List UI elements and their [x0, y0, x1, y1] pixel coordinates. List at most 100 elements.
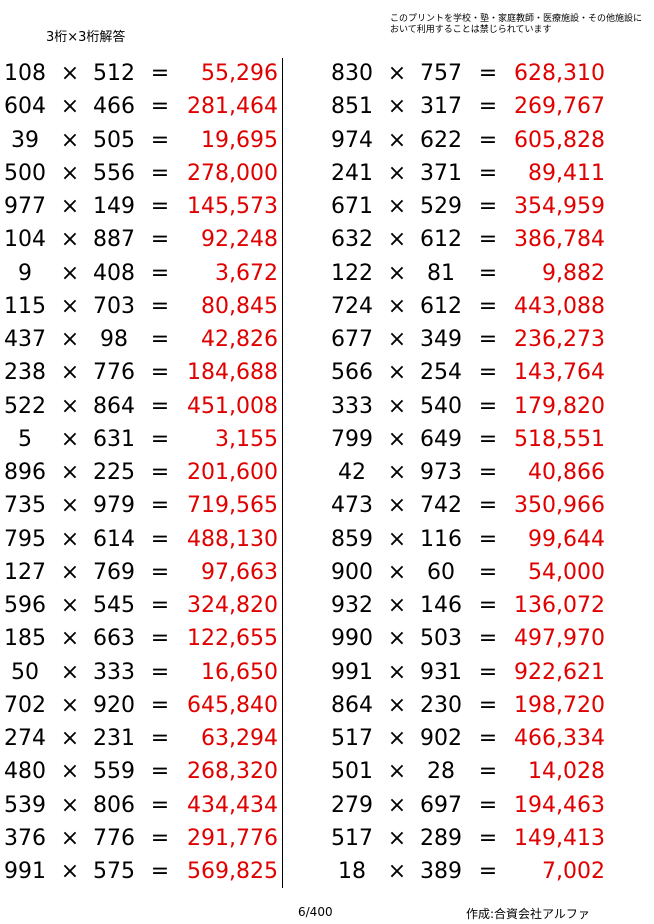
operand-b: 931: [420, 659, 462, 685]
operand-a: 39: [11, 127, 39, 153]
problem-row: 376 × 776 = 291,776: [0, 824, 654, 854]
operand-b: 466: [93, 94, 135, 120]
answer: 63,294: [201, 726, 278, 751]
operand-a: 122: [331, 260, 373, 286]
equals-sign: =: [150, 593, 170, 618]
times-sign: ×: [60, 127, 80, 153]
equals-sign: =: [478, 94, 498, 120]
operand-a: 517: [331, 825, 373, 851]
operand-a: 632: [331, 227, 373, 253]
equals-sign: =: [478, 792, 498, 818]
operand-b: 349: [420, 327, 462, 352]
equals-sign: =: [150, 792, 170, 818]
operand-b: 703: [93, 293, 135, 319]
times-sign: ×: [387, 160, 407, 186]
equals-sign: =: [478, 194, 498, 219]
operand-b: 389: [420, 859, 462, 884]
equals-sign: =: [150, 493, 170, 519]
answer: 143,764: [514, 360, 605, 386]
operand-a: 596: [4, 593, 46, 618]
problem-row: 990 × 503 = 497,970: [0, 624, 654, 654]
operand-b: 663: [93, 626, 135, 652]
operand-b: 769: [93, 559, 135, 585]
times-sign: ×: [60, 426, 80, 452]
operand-a: 480: [4, 759, 46, 785]
times-sign: ×: [387, 94, 407, 120]
operand-a: 702: [4, 692, 46, 718]
times-sign: ×: [60, 293, 80, 319]
times-sign: ×: [60, 94, 80, 120]
times-sign: ×: [60, 659, 80, 685]
problem-row: 437 × 98 = 42,826: [0, 325, 654, 355]
operand-b: 757: [420, 61, 462, 86]
problem-row: 539 × 806 = 434,434: [0, 791, 654, 821]
problem-row: 830 × 757 = 628,310: [0, 59, 654, 89]
operand-a: 115: [4, 293, 46, 319]
answer: 350,966: [514, 493, 605, 519]
answer: 497,970: [514, 626, 605, 652]
answer: 3,672: [215, 260, 278, 286]
operand-b: 559: [93, 759, 135, 785]
operand-b: 575: [93, 859, 135, 884]
times-sign: ×: [60, 759, 80, 785]
problem-row: 18 × 389 = 7,002: [0, 857, 654, 887]
operand-a: 238: [4, 360, 46, 386]
answer: 324,820: [187, 593, 278, 618]
equals-sign: =: [150, 293, 170, 319]
problem-row: 9 × 408 = 3,672: [0, 259, 654, 289]
problem-row: 932 × 146 = 136,072: [0, 591, 654, 621]
problem-row: 108 × 512 = 55,296: [0, 59, 654, 89]
operand-a: 896: [4, 460, 46, 485]
equals-sign: =: [150, 94, 170, 120]
operand-b: 540: [420, 393, 462, 419]
times-sign: ×: [387, 227, 407, 253]
operand-a: 522: [4, 393, 46, 419]
problem-row: 991 × 575 = 569,825: [0, 857, 654, 887]
operand-b: 622: [420, 127, 462, 153]
usage-notice: このプリントを学校・塾・家庭教師・医療施設・その他施設において利用することは禁じ…: [390, 14, 643, 35]
operand-b: 146: [420, 593, 462, 618]
problem-row: 724 × 612 = 443,088: [0, 292, 654, 322]
operand-b: 697: [420, 792, 462, 818]
equals-sign: =: [150, 160, 170, 186]
operand-a: 735: [4, 493, 46, 519]
times-sign: ×: [387, 127, 407, 153]
problem-row: 864 × 230 = 198,720: [0, 691, 654, 721]
times-sign: ×: [60, 493, 80, 519]
operand-b: 649: [420, 426, 462, 452]
operand-b: 225: [93, 460, 135, 485]
operand-b: 631: [93, 426, 135, 452]
equals-sign: =: [150, 526, 170, 552]
operand-a: 991: [4, 859, 46, 884]
equals-sign: =: [478, 227, 498, 253]
operand-a: 500: [4, 160, 46, 186]
operand-a: 566: [331, 360, 373, 386]
operand-b: 371: [420, 160, 462, 186]
equals-sign: =: [150, 360, 170, 386]
equals-sign: =: [150, 127, 170, 153]
operand-b: 864: [93, 393, 135, 419]
answer: 97,663: [201, 559, 278, 585]
operand-a: 333: [331, 393, 373, 419]
equals-sign: =: [478, 726, 498, 751]
answer: 194,463: [514, 792, 605, 818]
times-sign: ×: [387, 194, 407, 219]
operand-b: 116: [420, 526, 462, 552]
problem-row: 127 × 769 = 97,663: [0, 558, 654, 588]
operand-a: 830: [331, 61, 373, 86]
equals-sign: =: [478, 825, 498, 851]
operand-a: 376: [4, 825, 46, 851]
operand-a: 900: [331, 559, 373, 585]
answer: 281,464: [187, 94, 278, 120]
equals-sign: =: [478, 692, 498, 718]
operand-b: 289: [420, 825, 462, 851]
times-sign: ×: [387, 526, 407, 552]
operand-a: 42: [338, 460, 366, 485]
equals-sign: =: [478, 626, 498, 652]
equals-sign: =: [478, 859, 498, 884]
operand-b: 902: [420, 726, 462, 751]
operand-b: 887: [93, 227, 135, 253]
answer: 628,310: [514, 61, 605, 86]
operand-b: 612: [420, 227, 462, 253]
problem-row: 517 × 289 = 149,413: [0, 824, 654, 854]
